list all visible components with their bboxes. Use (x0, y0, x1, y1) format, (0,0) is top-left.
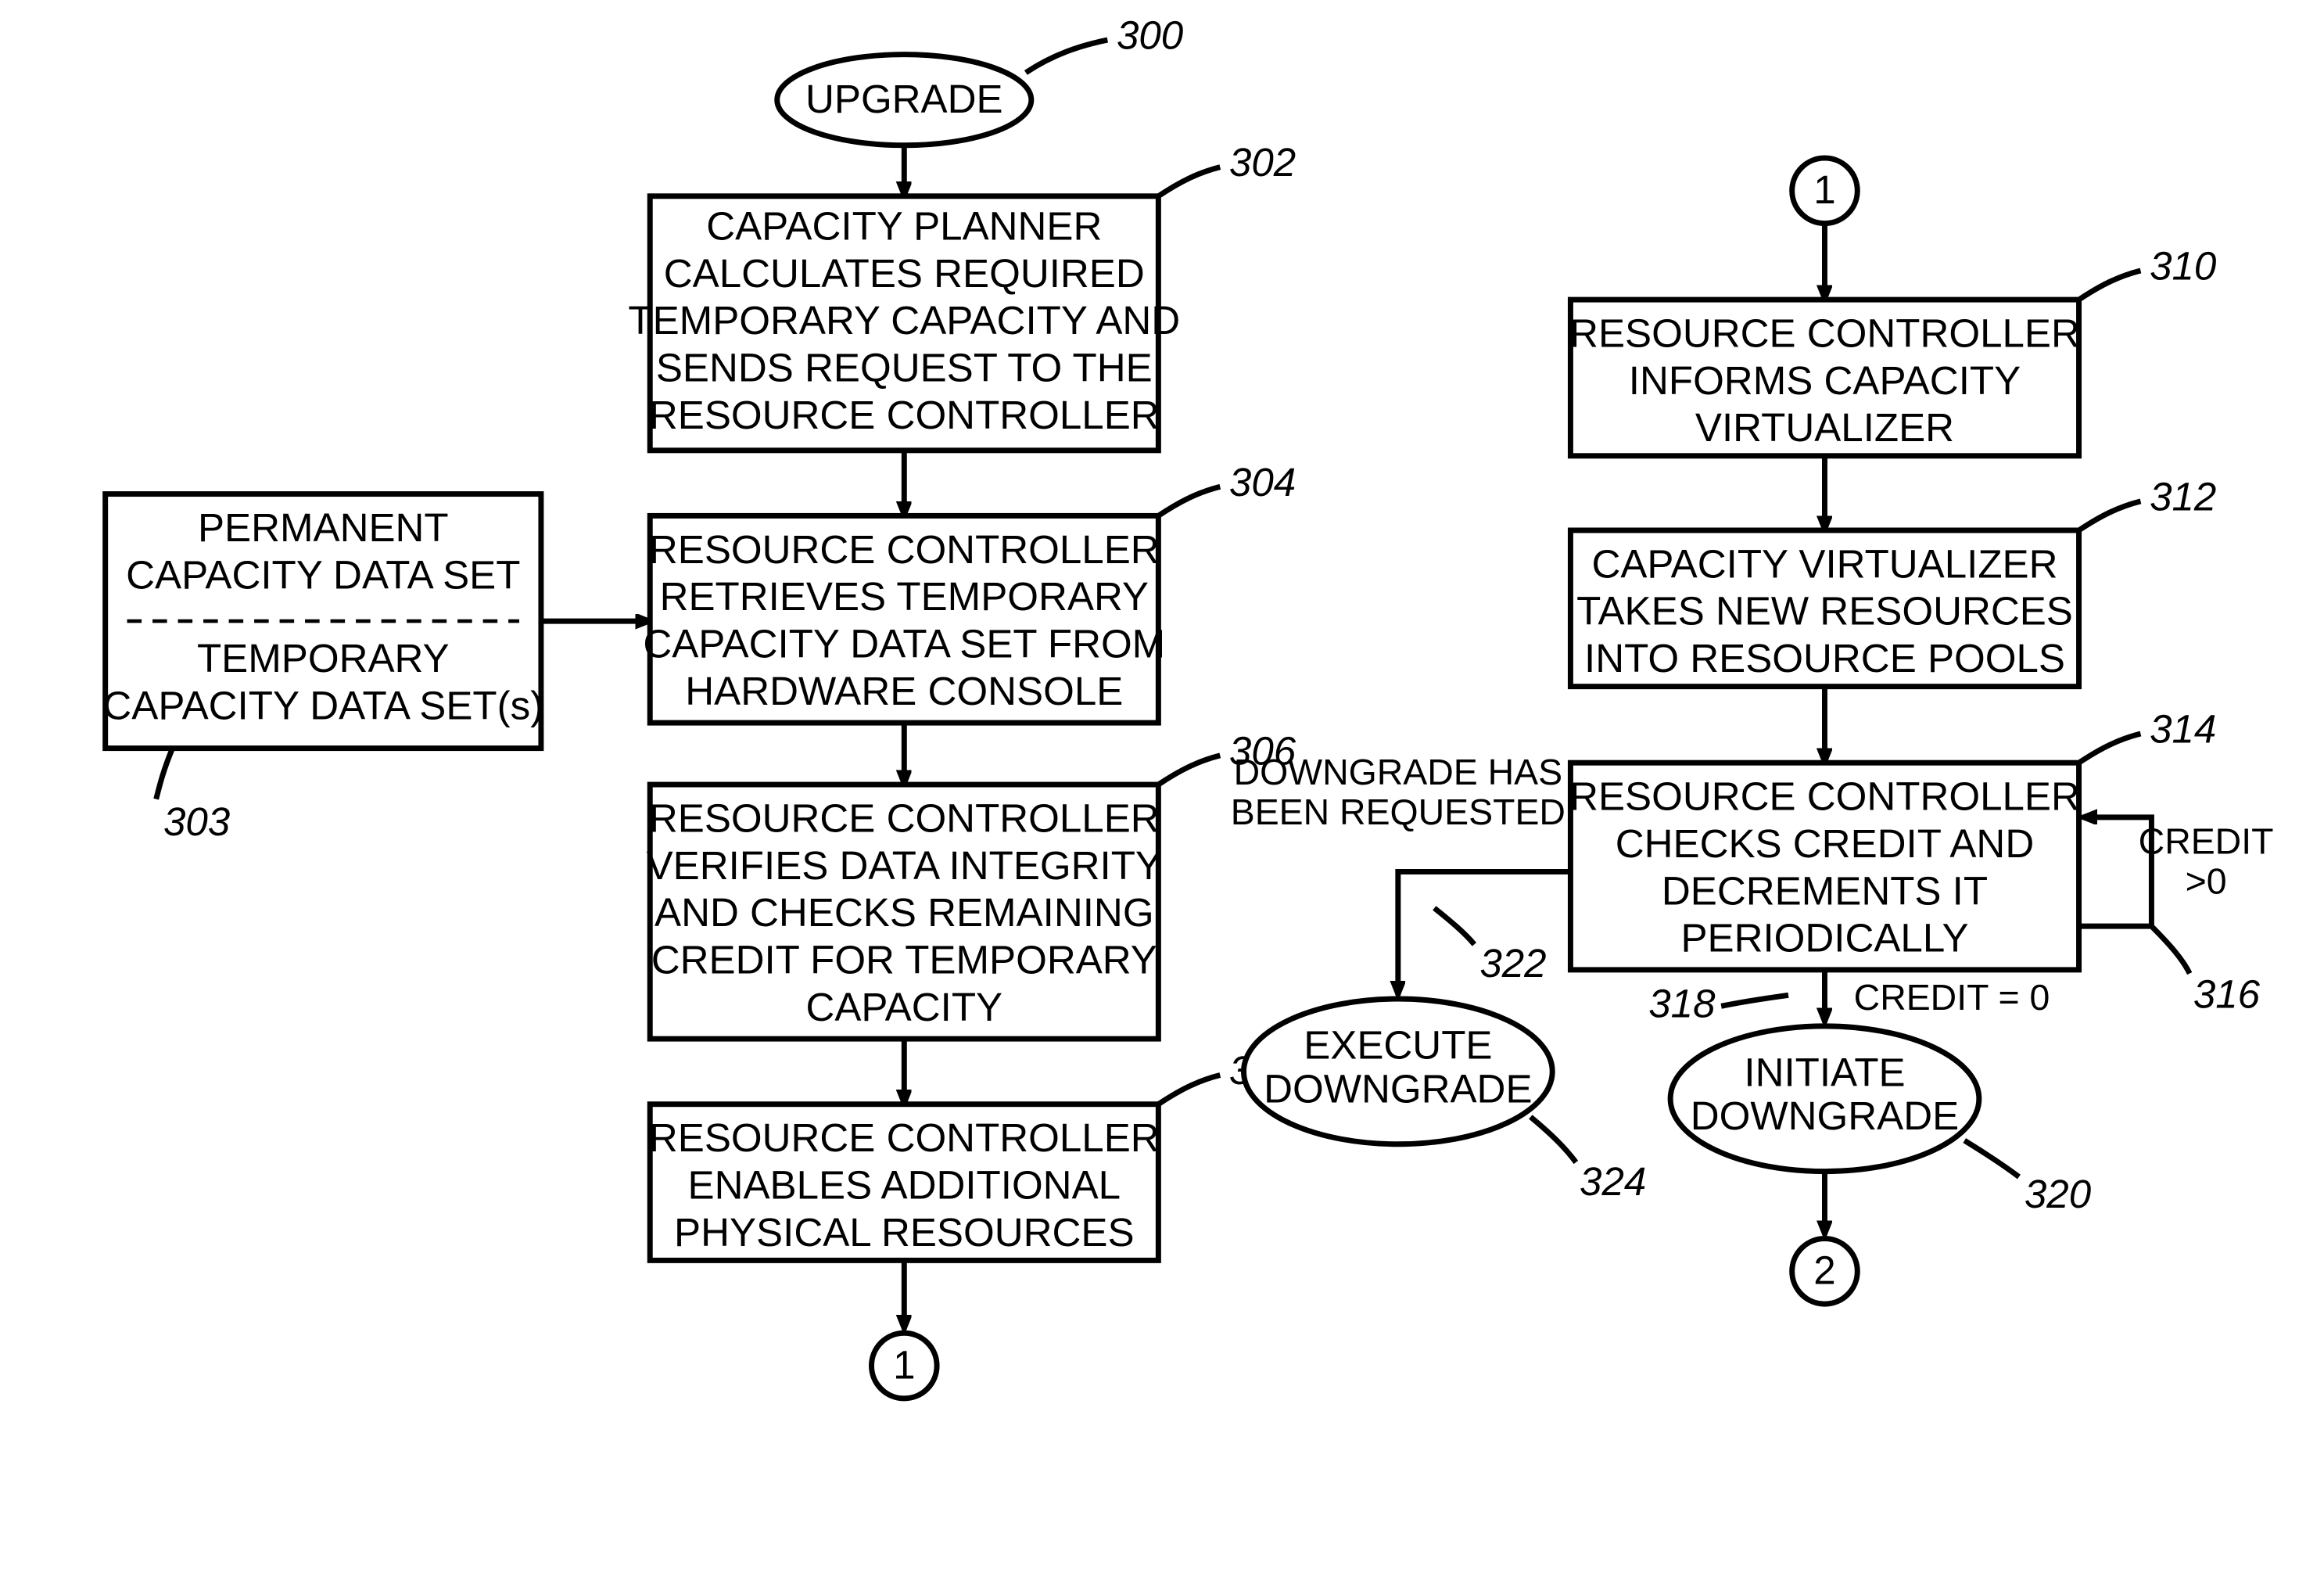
svg-text:RESOURCE CONTROLLER: RESOURCE CONTROLLER (649, 393, 1160, 437)
svg-text:RESOURCE CONTROLLER: RESOURCE CONTROLLER (649, 795, 1160, 840)
node-initiate-downgrade: INITIATE DOWNGRADE 320 (1670, 1026, 2091, 1216)
node-upgrade-label: UPGRADE (805, 77, 1003, 121)
refnum-312: 312 (2150, 474, 2216, 519)
refnum-303: 303 (163, 799, 230, 844)
svg-text:PERMANENT: PERMANENT (198, 505, 449, 550)
svg-text:1: 1 (893, 1342, 915, 1387)
refnum-300: 300 (1117, 13, 1183, 58)
svg-text:RESOURCE CONTROLLER: RESOURCE CONTROLLER (649, 527, 1160, 572)
flowchart-diagram: UPGRADE 300 CAPACITY PLANNER CALCULATES … (0, 0, 2324, 1580)
connector-1-out: 1 (872, 1333, 938, 1399)
node-capacity-data-sets: PERMANENT CAPACITY DATA SET TEMPORARY CA… (102, 494, 543, 845)
refnum-322: 322 (1479, 941, 1546, 986)
svg-text:VERIFIES DATA INTEGRITY: VERIFIES DATA INTEGRITY (647, 843, 1162, 888)
refnum-302: 302 (1229, 140, 1296, 185)
svg-text:RESOURCE CONTROLLER: RESOURCE CONTROLLER (1569, 774, 2080, 819)
svg-text:CAPACITY VIRTUALIZER: CAPACITY VIRTUALIZER (1591, 541, 2057, 586)
svg-text:CREDIT: CREDIT (2139, 821, 2274, 861)
refnum-324: 324 (1580, 1159, 1646, 1204)
svg-text:SENDS REQUEST TO THE: SENDS REQUEST TO THE (656, 346, 1153, 390)
svg-text:DOWNGRADE: DOWNGRADE (1264, 1066, 1532, 1111)
svg-text:TEMPORARY CAPACITY AND: TEMPORARY CAPACITY AND (628, 298, 1180, 343)
refnum-320: 320 (2025, 1172, 2091, 1216)
node-inform-virtualizer: RESOURCE CONTROLLER INFORMS CAPACITY VIR… (1569, 244, 2216, 456)
refnum-316: 316 (2193, 972, 2261, 1017)
svg-text:CAPACITY: CAPACITY (805, 985, 1002, 1029)
svg-text:DOWNGRADE HAS: DOWNGRADE HAS (1234, 752, 1562, 792)
svg-text:TEMPORARY: TEMPORARY (197, 636, 450, 680)
refnum-310: 310 (2150, 244, 2216, 289)
svg-text:CAPACITY PLANNER: CAPACITY PLANNER (706, 203, 1102, 248)
edge-credit-positive: CREDIT >0 316 (2079, 817, 2274, 1017)
svg-text:PHYSICAL RESOURCES: PHYSICAL RESOURCES (674, 1210, 1135, 1255)
edge-credit-zero: CREDIT = 0 318 (1648, 970, 2050, 1025)
node-verify-integrity: RESOURCE CONTROLLER VERIFIES DATA INTEGR… (647, 729, 1296, 1040)
svg-text:ENABLES ADDITIONAL: ENABLES ADDITIONAL (688, 1162, 1121, 1207)
svg-text:2: 2 (1813, 1248, 1835, 1293)
svg-text:CREDIT = 0: CREDIT = 0 (1854, 977, 2050, 1018)
connector-1-in: 1 (1792, 158, 1858, 224)
node-retrieve-dataset: RESOURCE CONTROLLER RETRIEVES TEMPORARY … (643, 460, 1296, 723)
node-execute-downgrade: EXECUTE DOWNGRADE 324 (1243, 999, 1646, 1204)
svg-text:CAPACITY DATA SET: CAPACITY DATA SET (126, 552, 520, 597)
svg-text:INTO RESOURCE POOLS: INTO RESOURCE POOLS (1584, 636, 2065, 680)
svg-text:RETRIEVES TEMPORARY: RETRIEVES TEMPORARY (660, 574, 1149, 619)
refnum-314: 314 (2150, 707, 2216, 752)
svg-text:VIRTUALIZER: VIRTUALIZER (1695, 405, 1954, 450)
connector-2: 2 (1792, 1239, 1858, 1305)
svg-text:DECREMENTS IT: DECREMENTS IT (1662, 868, 1988, 913)
svg-text:RESOURCE CONTROLLER: RESOURCE CONTROLLER (649, 1115, 1160, 1160)
svg-text:INITIATE: INITIATE (1744, 1050, 1905, 1094)
refnum-318: 318 (1648, 981, 1716, 1025)
svg-text:AND CHECKS REMAINING: AND CHECKS REMAINING (655, 890, 1154, 935)
svg-text:EXECUTE: EXECUTE (1304, 1023, 1492, 1068)
refnum-304: 304 (1229, 460, 1296, 505)
svg-text:TAKES NEW RESOURCES: TAKES NEW RESOURCES (1576, 589, 2073, 634)
node-virtualizer-pools: CAPACITY VIRTUALIZER TAKES NEW RESOURCES… (1570, 474, 2216, 686)
node-capacity-planner: CAPACITY PLANNER CALCULATES REQUIRED TEM… (628, 140, 1296, 451)
svg-text:RESOURCE CONTROLLER: RESOURCE CONTROLLER (1569, 311, 2080, 355)
svg-text:>0: >0 (2186, 860, 2227, 901)
svg-text:1: 1 (1813, 167, 1835, 212)
svg-text:INFORMS CAPACITY: INFORMS CAPACITY (1629, 358, 2021, 403)
node-enable-resources: RESOURCE CONTROLLER ENABLES ADDITIONAL P… (649, 1048, 1296, 1260)
svg-text:DOWNGRADE: DOWNGRADE (1691, 1093, 1959, 1138)
svg-text:CREDIT FOR TEMPORARY: CREDIT FOR TEMPORARY (651, 938, 1157, 982)
svg-text:CAPACITY DATA SET(s): CAPACITY DATA SET(s) (102, 683, 543, 727)
svg-text:BEEN REQUESTED: BEEN REQUESTED (1231, 792, 1565, 832)
svg-text:HARDWARE CONSOLE: HARDWARE CONSOLE (685, 669, 1123, 713)
svg-text:CALCULATES REQUIRED: CALCULATES REQUIRED (664, 251, 1145, 296)
node-check-credit: RESOURCE CONTROLLER CHECKS CREDIT AND DE… (1569, 707, 2216, 970)
node-upgrade: UPGRADE 300 (777, 13, 1183, 145)
svg-text:PERIODICALLY: PERIODICALLY (1680, 916, 1968, 961)
svg-text:CHECKS CREDIT AND: CHECKS CREDIT AND (1616, 821, 2034, 866)
svg-text:CAPACITY DATA SET FROM: CAPACITY DATA SET FROM (643, 622, 1165, 666)
edge-downgrade-requested: DOWNGRADE HAS BEEN REQUESTED 322 (1231, 752, 1571, 995)
